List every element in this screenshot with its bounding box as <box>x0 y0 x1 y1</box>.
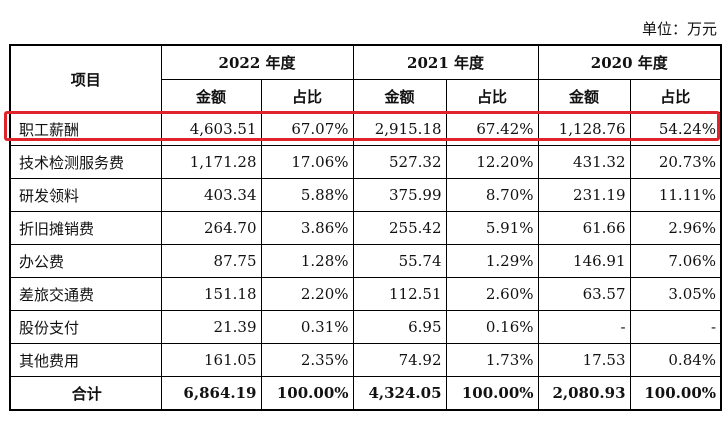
cell-amount: 61.66 <box>537 211 631 245</box>
header-year-2021: 2021 年度 <box>352 44 539 80</box>
cell-ratio: 3.86% <box>260 211 354 245</box>
table-row: 股份支付 21.39 0.31% 6.95 0.16% - - <box>9 310 722 344</box>
unit-label: 单位：万元 <box>641 20 717 38</box>
cell-ratio: 20.73% <box>629 145 722 179</box>
cell-amount: - <box>537 310 631 344</box>
row-label: 股份支付 <box>9 310 162 344</box>
cell-ratio: 1.29% <box>445 244 539 278</box>
table-row: 办公费 87.75 1.28% 55.74 1.29% 146.91 7.06% <box>9 244 722 278</box>
header-ratio: 占比 <box>260 79 354 113</box>
cell-amount: 1,171.28 <box>160 145 262 179</box>
total-amount: 6,864.19 <box>160 376 262 411</box>
cell-amount: 151.18 <box>160 277 262 311</box>
cell-amount: 87.75 <box>160 244 262 278</box>
row-label: 职工薪酬 <box>9 112 162 146</box>
row-label: 研发领料 <box>9 178 162 212</box>
cell-ratio: 54.24% <box>629 112 722 146</box>
header-year-2020: 2020 年度 <box>537 44 722 80</box>
total-ratio: 100.00% <box>445 376 539 411</box>
header-amount: 金额 <box>160 79 262 113</box>
cell-ratio: 67.07% <box>260 112 354 146</box>
cell-ratio: 67.42% <box>445 112 539 146</box>
cell-amount: 1,128.76 <box>537 112 631 146</box>
cell-ratio: 17.06% <box>260 145 354 179</box>
cell-ratio: 0.16% <box>445 310 539 344</box>
cell-ratio: 2.96% <box>629 211 722 245</box>
cell-ratio: 1.28% <box>260 244 354 278</box>
cell-amount: 63.57 <box>537 277 631 311</box>
cell-ratio: 2.20% <box>260 277 354 311</box>
cell-ratio: 8.70% <box>445 178 539 212</box>
cell-ratio: 1.73% <box>445 343 539 377</box>
total-ratio: 100.00% <box>629 376 722 411</box>
cell-ratio: 0.84% <box>629 343 722 377</box>
cell-amount: 146.91 <box>537 244 631 278</box>
cell-ratio: 0.31% <box>260 310 354 344</box>
row-label: 其他费用 <box>9 343 162 377</box>
header-ratio: 占比 <box>629 79 722 113</box>
cell-amount: 112.51 <box>352 277 447 311</box>
header-ratio: 占比 <box>445 79 539 113</box>
cell-amount: 4,603.51 <box>160 112 262 146</box>
cell-ratio: 5.91% <box>445 211 539 245</box>
cell-ratio: 3.05% <box>629 277 722 311</box>
total-amount: 2,080.93 <box>537 376 631 411</box>
cell-amount: 6.95 <box>352 310 447 344</box>
row-label: 技术检测服务费 <box>9 145 162 179</box>
cell-amount: 17.53 <box>537 343 631 377</box>
table-row: 折旧摊销费 264.70 3.86% 255.42 5.91% 61.66 2.… <box>9 211 722 245</box>
header-amount: 金额 <box>352 79 447 113</box>
cell-ratio: 5.88% <box>260 178 354 212</box>
cell-amount: 55.74 <box>352 244 447 278</box>
table-row: 差旅交通费 151.18 2.20% 112.51 2.60% 63.57 3.… <box>9 277 722 311</box>
cell-amount: 21.39 <box>160 310 262 344</box>
cell-amount: 264.70 <box>160 211 262 245</box>
cell-amount: 161.05 <box>160 343 262 377</box>
cell-amount: 375.99 <box>352 178 447 212</box>
cell-ratio: 12.20% <box>445 145 539 179</box>
header-item: 项目 <box>9 44 162 113</box>
total-amount: 4,324.05 <box>352 376 447 411</box>
row-label: 差旅交通费 <box>9 277 162 311</box>
header-amount: 金额 <box>537 79 631 113</box>
expense-table: 项目 2022 年度 2021 年度 2020 年度 金额 占比 金额 占比 金… <box>9 44 723 411</box>
cell-amount: 231.19 <box>537 178 631 212</box>
cell-ratio: 7.06% <box>629 244 722 278</box>
row-label: 折旧摊销费 <box>9 211 162 245</box>
table-row: 其他费用 161.05 2.35% 74.92 1.73% 17.53 0.84… <box>9 343 722 377</box>
total-ratio: 100.00% <box>260 376 354 411</box>
cell-amount: 403.34 <box>160 178 262 212</box>
table-row: 研发领料 403.34 5.88% 375.99 8.70% 231.19 11… <box>9 178 722 212</box>
total-row: 合计 6,864.19 100.00% 4,324.05 100.00% 2,0… <box>9 376 722 411</box>
row-label: 办公费 <box>9 244 162 278</box>
cell-ratio: - <box>629 310 722 344</box>
table-row: 技术检测服务费 1,171.28 17.06% 527.32 12.20% 43… <box>9 145 722 179</box>
cell-amount: 74.92 <box>352 343 447 377</box>
cell-amount: 431.32 <box>537 145 631 179</box>
header-year-2022: 2022 年度 <box>160 44 354 80</box>
table-row: 职工薪酬 4,603.51 67.07% 2,915.18 67.42% 1,1… <box>9 112 722 146</box>
cell-amount: 527.32 <box>352 145 447 179</box>
cell-amount: 2,915.18 <box>352 112 447 146</box>
cell-ratio: 11.11% <box>629 178 722 212</box>
cell-ratio: 2.60% <box>445 277 539 311</box>
cell-amount: 255.42 <box>352 211 447 245</box>
cell-ratio: 2.35% <box>260 343 354 377</box>
total-label: 合计 <box>9 376 162 411</box>
